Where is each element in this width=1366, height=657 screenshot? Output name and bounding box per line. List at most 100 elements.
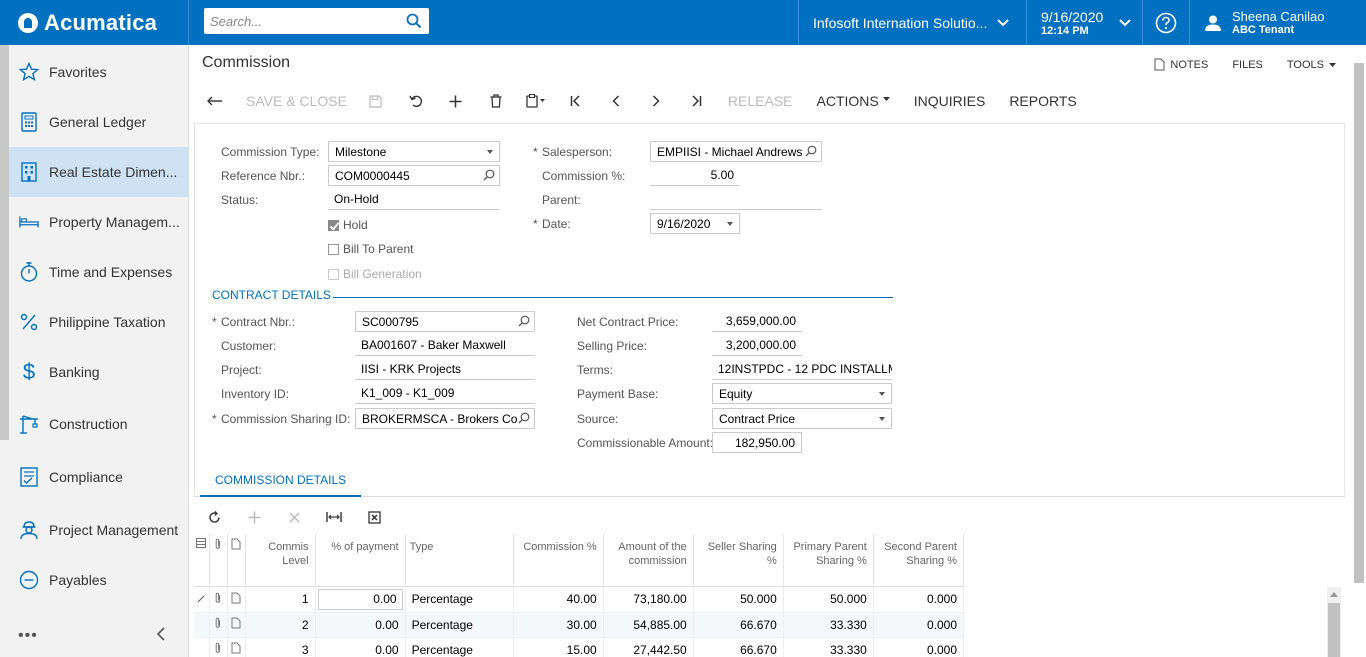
sidebar-scrollbar[interactable] [0,45,9,440]
pct-payment-input[interactable]: 0.00 [317,588,403,610]
page-scrollbar[interactable] [1354,63,1364,583]
table-row[interactable]: 1 0.00 Percentage 40.00 73,180.00 50.000… [194,586,965,613]
fit-columns-button[interactable] [314,505,354,529]
cell-commission-pct[interactable]: 15.00 [513,637,604,657]
row-files-cell[interactable] [209,637,228,657]
cell-pct-payment[interactable]: 0.00 [315,637,406,657]
header-amount[interactable]: Amount of the commission [603,534,694,587]
undo-button[interactable] [396,89,436,113]
files-button[interactable]: FILES [1232,58,1263,71]
cell-primary-parent-sharing[interactable]: 33.330 [783,612,874,638]
header-commission-pct[interactable]: Commission % [513,534,604,587]
tab-commission-details[interactable]: COMMISSION DETAILS [200,473,362,497]
collapse-sidebar-icon[interactable] [156,627,166,641]
cell-primary-parent-sharing[interactable]: 33.330 [783,637,874,657]
reference-nbr-field[interactable]: COM0000445 [328,165,500,186]
bill-to-parent-checkbox[interactable]: Bill To Parent [328,242,413,256]
sidebar-item-time-expenses[interactable]: Time and Expenses [9,247,189,297]
header-primary-parent-sharing[interactable]: Primary Parent Sharing % [783,534,874,587]
reports-menu[interactable]: REPORTS [1009,93,1077,109]
contract-nbr-field[interactable]: SC000795 [355,311,535,332]
save-close-button[interactable]: SAVE & CLOSE [246,93,347,109]
commissionable-amount-field[interactable]: 182,950.00 [712,432,802,453]
notes-button[interactable]: NOTES [1154,58,1208,71]
row-selector-header[interactable] [194,534,210,587]
cell-second-parent-sharing[interactable]: 0.000 [873,612,965,638]
save-button[interactable] [356,89,396,113]
cell-primary-parent-sharing[interactable]: 50.000 [783,586,874,613]
sidebar-item-real-estate[interactable]: Real Estate Dimen... [9,147,189,197]
refresh-button[interactable] [194,505,234,529]
cell-level[interactable]: 2 [245,612,316,638]
salesperson-field[interactable]: EMPIISI - Michael Andrews [650,141,822,162]
row-selector-cell[interactable] [194,612,210,638]
cell-level[interactable]: 3 [245,637,316,657]
export-excel-button[interactable] [354,505,394,529]
header-seller-sharing[interactable]: Seller Sharing % [693,534,784,587]
header-second-parent-sharing[interactable]: Second Parent Sharing % [873,534,965,587]
user-menu[interactable]: Sheena Canilao ABC Tenant [1189,0,1366,45]
table-row[interactable]: 2 0.00 Percentage 30.00 54,885.00 66.670… [194,612,965,638]
business-date[interactable]: 9/16/2020 12:14 PM [1026,0,1142,45]
source-select[interactable]: Contract Price [712,408,892,429]
logo[interactable]: Acumatica [0,0,189,45]
row-notes-cell[interactable] [227,586,246,613]
search-icon[interactable] [518,412,530,424]
scrollbar-thumb[interactable] [1328,603,1340,657]
cell-amount[interactable]: 73,180.00 [603,586,694,613]
cell-amount[interactable]: 27,442.50 [603,637,694,657]
sidebar-item-general-ledger[interactable]: General Ledger [9,97,189,147]
tenant-selector[interactable]: Infosoft Internation Solutio... [798,0,1026,45]
sharing-id-field[interactable]: BROKERMSCA - Brokers Co [355,408,535,429]
cell-commission-pct[interactable]: 30.00 [513,612,604,638]
add-button[interactable] [436,89,476,113]
commission-pct-value[interactable]: 5.00 [650,165,740,186]
hold-checkbox[interactable]: Hold [328,218,368,232]
next-record-button[interactable] [636,89,676,113]
row-files-cell[interactable] [209,612,228,638]
first-record-button[interactable] [556,89,596,113]
cell-pct-payment[interactable]: 0.00 [315,612,406,638]
help-button[interactable] [1142,0,1189,45]
header-commission-level[interactable]: Commis Level [245,534,316,587]
delete-button[interactable] [476,89,516,113]
cell-amount[interactable]: 54,885.00 [603,612,694,638]
search-icon[interactable] [518,315,530,327]
actions-menu[interactable]: ACTIONS [805,89,902,113]
cell-second-parent-sharing[interactable]: 0.000 [873,637,965,657]
sidebar-item-property-management[interactable]: Property Managem... [9,197,189,247]
search-icon[interactable] [406,13,422,29]
delete-row-button[interactable] [274,505,314,529]
sidebar-item-project-management[interactable]: Project Management [9,505,189,555]
row-notes-cell[interactable] [227,637,246,657]
search-icon[interactable] [483,169,495,181]
commission-type-select[interactable]: Milestone [328,141,500,162]
payment-base-select[interactable]: Equity [712,383,892,404]
scroll-up-arrow-icon[interactable] [1330,592,1338,597]
back-button[interactable] [202,89,228,113]
sidebar-item-compliance[interactable]: Compliance [9,452,189,502]
bill-generation-checkbox[interactable]: Bill Generation [328,267,422,281]
sidebar-item-banking[interactable]: $ Banking [9,347,189,397]
sidebar-item-construction[interactable]: Construction [9,399,189,449]
table-row[interactable]: 3 0.00 Percentage 15.00 27,442.50 66.670… [194,637,965,657]
sidebar-item-payables[interactable]: Payables [9,555,189,605]
cell-type[interactable]: Percentage [405,586,514,613]
search-icon[interactable] [805,145,817,157]
date-field[interactable]: 9/16/2020 [650,213,740,234]
cell-second-parent-sharing[interactable]: 0.000 [873,586,965,613]
grid-scrollbar[interactable] [1327,587,1341,657]
cell-type[interactable]: Percentage [405,637,514,657]
cell-commission-pct[interactable]: 40.00 [513,586,604,613]
sidebar-item-philippine-taxation[interactable]: Philippine Taxation [9,297,189,347]
cell-seller-sharing[interactable]: 50.000 [693,586,784,613]
release-button[interactable]: RELEASE [727,93,793,109]
copy-paste-button[interactable] [516,89,556,113]
header-type[interactable]: Type [405,534,514,587]
cell-seller-sharing[interactable]: 66.670 [693,637,784,657]
tools-button[interactable]: TOOLS [1287,58,1336,71]
header-pct-payment[interactable]: % of payment [315,534,406,587]
row-files-cell[interactable] [209,586,228,613]
cell-type[interactable]: Percentage [405,612,514,638]
inquiries-menu[interactable]: INQUIRIES [913,93,986,109]
